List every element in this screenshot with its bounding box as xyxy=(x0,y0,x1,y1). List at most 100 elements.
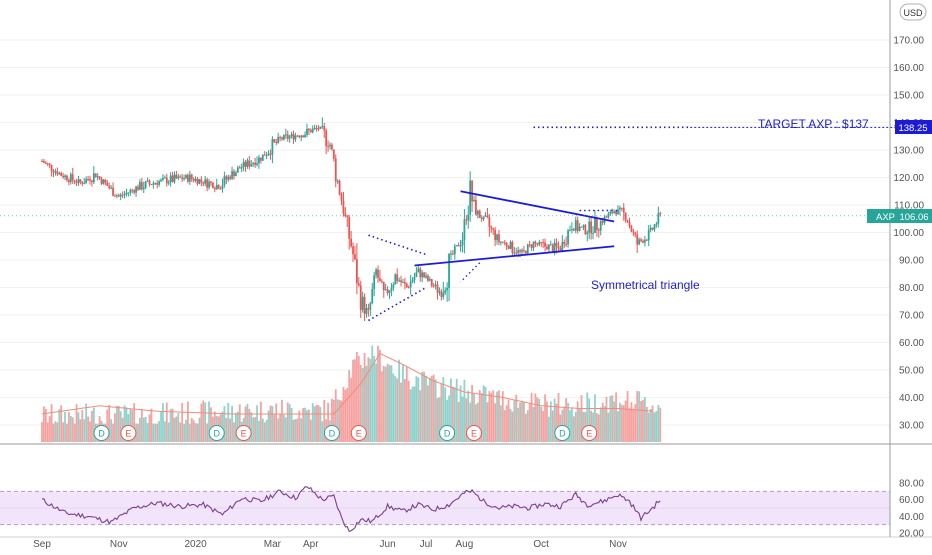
candle-body xyxy=(215,184,218,190)
candle-body xyxy=(48,163,51,165)
price-tick-label: 80.00 xyxy=(899,283,924,294)
marker-earnings[interactable]: E xyxy=(120,425,137,441)
candle-body xyxy=(377,269,379,279)
candle-body xyxy=(71,174,74,181)
marker-earnings[interactable]: E xyxy=(581,425,598,441)
candle-body xyxy=(567,230,569,245)
volume-bar xyxy=(267,410,270,442)
candle-body xyxy=(367,308,370,310)
candle-body xyxy=(246,160,249,167)
candle-body xyxy=(601,221,604,223)
volume-bar xyxy=(521,400,523,442)
candle-body xyxy=(309,130,312,133)
date-tick-label: Oct xyxy=(533,539,549,550)
candle-body xyxy=(114,195,116,197)
marker-dividend[interactable]: D xyxy=(323,425,340,441)
price-tick-label: 30.00 xyxy=(899,421,924,432)
volume-bar xyxy=(476,402,479,442)
volume-bar xyxy=(415,376,418,442)
volume-bar xyxy=(296,418,299,442)
candle-body xyxy=(225,176,228,180)
candle-body xyxy=(92,173,95,183)
candle-body xyxy=(108,185,111,188)
candle-body xyxy=(490,226,493,229)
volume-bar xyxy=(69,415,72,442)
candle-body xyxy=(66,175,68,181)
volume-bar xyxy=(657,404,660,442)
candle-body xyxy=(350,238,353,247)
candle-body xyxy=(528,244,531,246)
volume-bar xyxy=(192,420,195,442)
volume-bar xyxy=(43,406,45,442)
candle-body xyxy=(185,175,187,179)
candle-body xyxy=(235,172,237,177)
price-tick-label: 40.00 xyxy=(899,393,924,404)
volume-bar xyxy=(555,403,558,442)
candle-body xyxy=(256,163,258,165)
candle-body xyxy=(617,209,619,215)
candle-body xyxy=(457,245,460,247)
volume-bar xyxy=(359,364,362,442)
marker-dividend[interactable]: D xyxy=(554,425,571,441)
marker-dividend[interactable]: D xyxy=(439,425,456,441)
candle-body xyxy=(499,241,502,243)
candle-body xyxy=(242,162,245,168)
candle-body xyxy=(640,239,642,241)
volume-bar xyxy=(119,411,122,442)
volume-bar xyxy=(482,385,485,442)
volume-bar xyxy=(546,401,548,442)
marker-dividend[interactable]: D xyxy=(93,425,110,441)
candle-body xyxy=(258,157,260,164)
volume-bar xyxy=(348,370,351,442)
volume-bar xyxy=(83,419,86,442)
volume-bar xyxy=(196,423,199,442)
volume-bar xyxy=(392,373,395,442)
candle-body xyxy=(578,226,581,231)
volume-bar xyxy=(252,417,255,442)
candle-body xyxy=(436,284,439,293)
volume-bar xyxy=(165,402,168,442)
volume-bar xyxy=(167,422,170,442)
volume-bar xyxy=(496,391,498,442)
volume-bar xyxy=(569,410,571,442)
currency-badge[interactable]: USD xyxy=(899,3,927,21)
volume-bar xyxy=(572,416,575,442)
marker-earnings[interactable]: E xyxy=(235,425,252,441)
volume-bar xyxy=(181,403,184,442)
date-tick-label: Apr xyxy=(303,539,319,550)
volume-bar xyxy=(371,345,374,442)
candle-body xyxy=(336,180,339,182)
volume-bar xyxy=(638,391,641,442)
volume-bar xyxy=(599,407,602,442)
date-tick-label: Nov xyxy=(110,539,128,550)
candle-body xyxy=(561,241,564,252)
volume-bar xyxy=(488,391,491,442)
candle-body xyxy=(54,171,57,173)
volume-bar xyxy=(89,421,91,442)
volume-bar xyxy=(565,398,568,442)
candle-body xyxy=(432,285,435,287)
candle-body xyxy=(181,177,184,180)
marker-earnings[interactable]: E xyxy=(350,425,367,441)
candle-body xyxy=(373,275,376,289)
volume-bar xyxy=(352,359,354,442)
marker-dividend[interactable]: D xyxy=(208,425,225,441)
volume-bar xyxy=(190,417,193,442)
candle-body xyxy=(576,220,579,231)
volume-bar xyxy=(346,387,349,442)
candle-body xyxy=(523,250,525,252)
marker-earnings[interactable]: E xyxy=(466,425,482,441)
volume-bar xyxy=(427,385,429,442)
marker-circle xyxy=(120,425,137,441)
candle-body xyxy=(238,167,241,169)
candle-body xyxy=(306,128,308,135)
candle-body xyxy=(526,244,529,254)
candle-body xyxy=(536,243,539,245)
volume-bar xyxy=(198,417,201,442)
gridlines xyxy=(0,39,932,538)
candle-body xyxy=(659,213,662,215)
volume-bar xyxy=(288,404,291,442)
annotations xyxy=(0,126,895,322)
